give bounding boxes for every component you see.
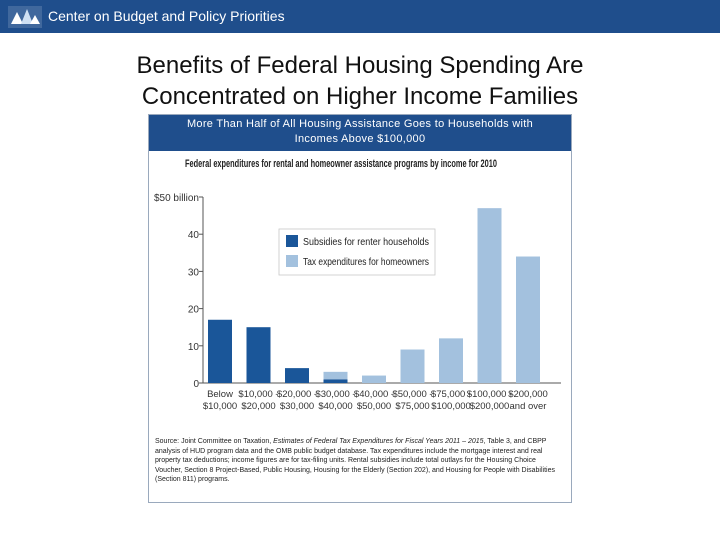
legend: Subsidies for renter households Tax expen… [278,228,436,276]
x-tick-label: $40,000 - [354,389,394,400]
slide-title-line2: Concentrated on Higher Income Families [141,83,579,110]
source-text-1: Source: Joint Committee on Taxation, [155,438,274,445]
y-tick-label: 40 [188,230,200,241]
legend-swatch [286,235,298,247]
x-tick-label: $10,000 [203,401,237,412]
legend-label: Tax expenditures for homeowners [303,257,429,268]
slide-title-line1: Benefits of Federal Housing Spending Are [136,52,584,79]
legend-swatch [286,255,298,267]
y-tick-label: 0 [193,379,199,390]
y-tick-label: $50 billion [154,193,199,204]
bar-renter-subsidy [285,368,309,383]
slide-title: Benefits of Federal Housing Spending Are… [60,50,660,112]
x-tick-label: $40,000 [318,401,352,412]
legend-label: Subsidies for renter households [303,237,429,248]
x-tick-label: $50,000 [357,401,391,412]
bar-chart: Federal expenditures for rental and home… [154,158,561,412]
x-tick-label: $30,000 - [315,389,355,400]
source-italic-title: Estimates of Federal Tax Expenditures fo… [273,438,484,445]
header-bar: Center on Budget and Policy Priorities [0,0,720,33]
cbpp-logo-icon [8,6,42,28]
org-name: Center on Budget and Policy Priorities [48,8,285,24]
chart-card: More Than Half of All Housing Assistance… [148,114,572,503]
source-text-2: , Table 3, and CBPP analysis of HUD prog… [155,438,555,483]
x-tick-label: $20,000 - [277,389,317,400]
x-tick-label: $200,000 [470,401,510,412]
x-tick-label: $50,000 - [392,389,432,400]
y-tick-label: 10 [188,342,200,353]
y-tick-label: 30 [188,267,200,278]
y-tick-label: 20 [188,305,200,316]
bar-homeowner-tax-expenditure [516,256,540,383]
bar-renter-subsidy [323,379,348,383]
x-tick-label: $75,000 [395,401,429,412]
bars-group [208,208,540,383]
bar-homeowner-tax-expenditure [362,375,386,383]
chart-card-header: More Than Half of All Housing Assistance… [149,115,571,151]
bar-homeowner-tax-expenditure [439,338,463,383]
bar-renter-subsidy [246,327,271,383]
x-tick-label: $20,000 [241,401,275,412]
x-tick-label: $75,000 - [431,389,471,400]
bar-renter-subsidy [208,319,232,383]
x-axis-labels: Below$10,000$10,000 -$20,000$20,000 -$30… [203,389,548,412]
source-note: Source: Joint Committee on Taxation, Est… [155,437,565,485]
x-tick-label: $100,000 [431,401,471,412]
x-tick-label: Below [207,389,233,400]
card-subtitle-line1: More Than Half of All Housing Assistance… [186,118,534,130]
card-subtitle-line2: Incomes Above $100,000 [294,133,426,145]
chart-title: Federal expenditures for rental and home… [185,158,497,170]
x-tick-label: $10,000 - [238,389,278,400]
bar-homeowner-tax-expenditure [477,208,502,383]
x-tick-label: $100,000 - [467,389,512,400]
x-tick-label: and over [510,401,547,412]
x-tick-label: $30,000 [280,401,314,412]
bar-homeowner-tax-expenditure [400,349,425,383]
bar-homeowner-tax-expenditure [323,371,348,380]
x-tick-label: $200,000 [508,389,548,400]
legend-box [278,228,436,276]
